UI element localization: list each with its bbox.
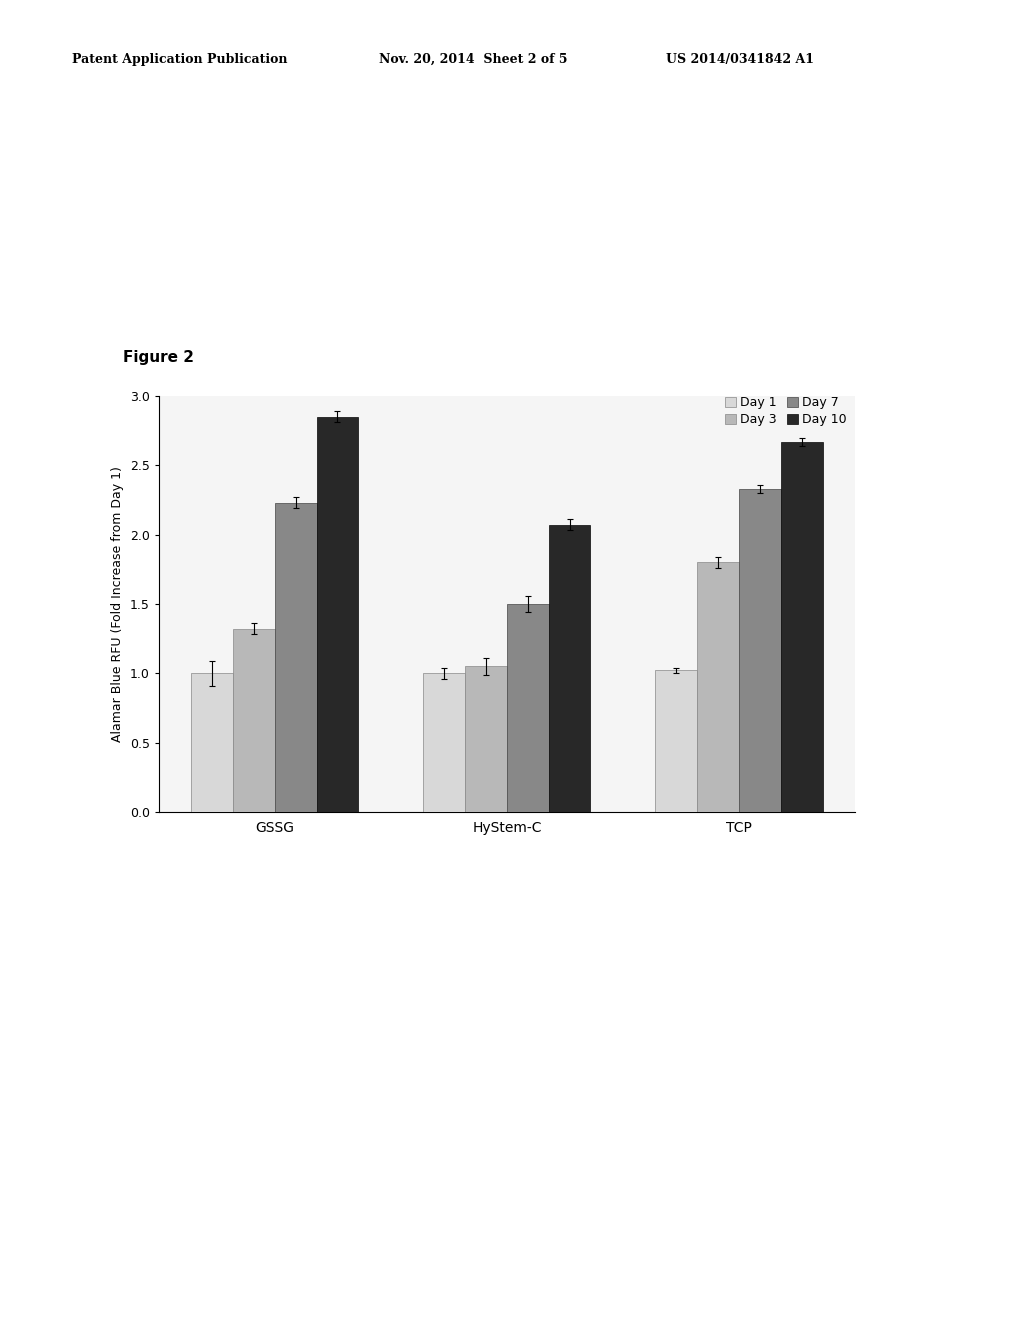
Bar bbox=[423, 673, 465, 812]
Legend: Day 1, Day 3, Day 7, Day 10: Day 1, Day 3, Day 7, Day 10 bbox=[723, 393, 849, 429]
Bar bbox=[274, 503, 316, 812]
Text: US 2014/0341842 A1: US 2014/0341842 A1 bbox=[666, 53, 814, 66]
Bar bbox=[697, 562, 739, 812]
Bar bbox=[316, 417, 358, 812]
Bar bbox=[739, 488, 780, 812]
Text: Figure 2: Figure 2 bbox=[123, 350, 194, 364]
Text: Nov. 20, 2014  Sheet 2 of 5: Nov. 20, 2014 Sheet 2 of 5 bbox=[379, 53, 567, 66]
Bar bbox=[549, 525, 591, 812]
Text: Patent Application Publication: Patent Application Publication bbox=[72, 53, 287, 66]
Bar bbox=[655, 671, 697, 812]
Bar bbox=[233, 628, 274, 812]
Bar bbox=[780, 442, 822, 812]
Bar bbox=[465, 667, 507, 812]
Y-axis label: Alamar Blue RFU (Fold Increase from Day 1): Alamar Blue RFU (Fold Increase from Day … bbox=[112, 466, 124, 742]
Bar bbox=[507, 605, 549, 812]
Bar bbox=[191, 673, 233, 812]
